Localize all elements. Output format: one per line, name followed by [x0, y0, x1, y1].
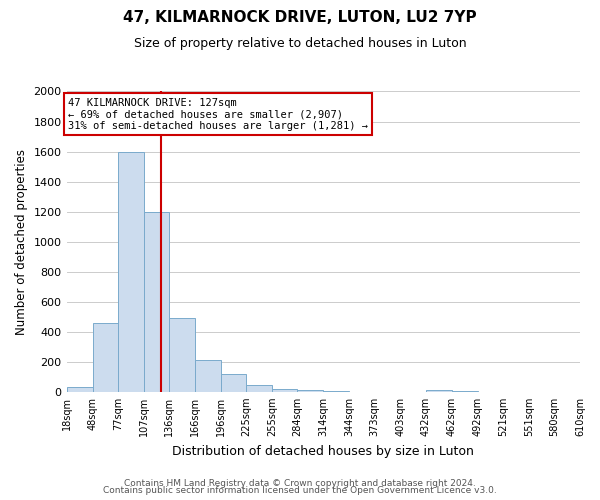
Bar: [195, 360, 221, 392]
Bar: [118, 152, 144, 392]
Bar: [144, 212, 169, 392]
Bar: [67, 386, 92, 392]
Text: Contains public sector information licensed under the Open Government Licence v3: Contains public sector information licen…: [103, 486, 497, 495]
Text: 47, KILMARNOCK DRIVE, LUTON, LU2 7YP: 47, KILMARNOCK DRIVE, LUTON, LU2 7YP: [123, 10, 477, 25]
Bar: [297, 390, 323, 392]
Bar: [452, 391, 478, 392]
Y-axis label: Number of detached properties: Number of detached properties: [15, 148, 28, 334]
Text: 47 KILMARNOCK DRIVE: 127sqm
← 69% of detached houses are smaller (2,907)
31% of : 47 KILMARNOCK DRIVE: 127sqm ← 69% of det…: [68, 98, 368, 130]
X-axis label: Distribution of detached houses by size in Luton: Distribution of detached houses by size …: [172, 444, 474, 458]
Bar: [246, 385, 272, 392]
Bar: [272, 389, 297, 392]
Bar: [425, 390, 452, 392]
Bar: [323, 391, 349, 392]
Text: Size of property relative to detached houses in Luton: Size of property relative to detached ho…: [134, 38, 466, 51]
Bar: [169, 318, 195, 392]
Bar: [221, 374, 246, 392]
Text: Contains HM Land Registry data © Crown copyright and database right 2024.: Contains HM Land Registry data © Crown c…: [124, 478, 476, 488]
Bar: [92, 322, 118, 392]
